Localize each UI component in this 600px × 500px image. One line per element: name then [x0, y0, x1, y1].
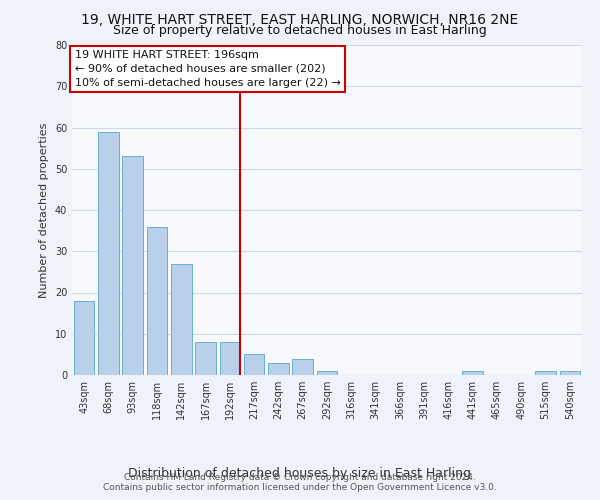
- Text: 19 WHITE HART STREET: 196sqm
← 90% of detached houses are smaller (202)
10% of s: 19 WHITE HART STREET: 196sqm ← 90% of de…: [74, 50, 340, 88]
- Y-axis label: Number of detached properties: Number of detached properties: [39, 122, 49, 298]
- Bar: [317, 371, 337, 375]
- Text: Size of property relative to detached houses in East Harling: Size of property relative to detached ho…: [113, 24, 487, 37]
- Bar: [122, 156, 143, 375]
- Bar: [268, 362, 289, 375]
- Bar: [292, 358, 313, 375]
- Bar: [171, 264, 191, 375]
- Text: Distribution of detached houses by size in East Harling: Distribution of detached houses by size …: [128, 468, 472, 480]
- Bar: [560, 371, 580, 375]
- Bar: [146, 226, 167, 375]
- Bar: [220, 342, 240, 375]
- Bar: [195, 342, 216, 375]
- Bar: [74, 300, 94, 375]
- Bar: [463, 371, 483, 375]
- Text: Contains HM Land Registry data © Crown copyright and database right 2024.
Contai: Contains HM Land Registry data © Crown c…: [103, 473, 497, 492]
- Bar: [98, 132, 119, 375]
- Bar: [244, 354, 265, 375]
- Text: 19, WHITE HART STREET, EAST HARLING, NORWICH, NR16 2NE: 19, WHITE HART STREET, EAST HARLING, NOR…: [82, 12, 518, 26]
- Bar: [535, 371, 556, 375]
